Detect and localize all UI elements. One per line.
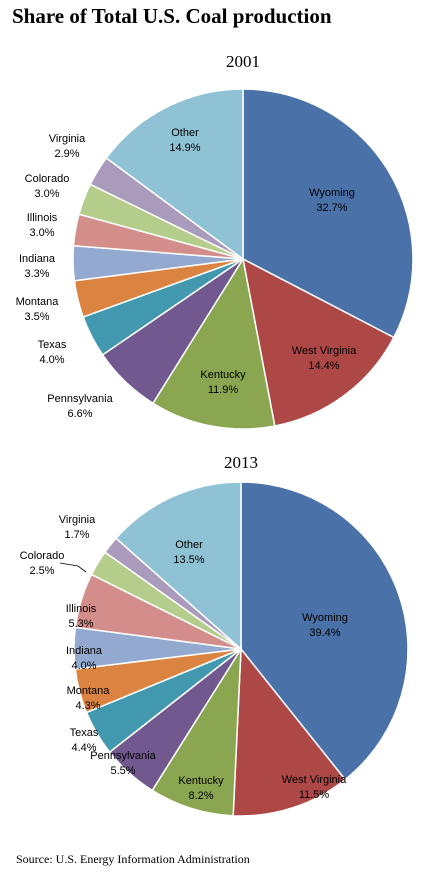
slice-name-indiana: Indiana xyxy=(66,645,103,657)
slice-label-texas: Texas 4.0% xyxy=(38,339,67,366)
slice-label-montana: Montana 4.3% xyxy=(67,685,111,712)
slice-label-pennsylvania: Pennsylvania 5.5% xyxy=(90,750,156,777)
slice-name-wyoming: Wyoming xyxy=(309,187,355,199)
slice-value-indiana: 4.0% xyxy=(71,660,96,672)
slice-name-texas: Texas xyxy=(38,339,67,351)
slice-label-other: Other 14.9% xyxy=(169,127,200,154)
slice-name-kentucky: Kentucky xyxy=(178,775,224,787)
slice-value-pennsylvania: 5.5% xyxy=(110,765,135,777)
slice-label-kentucky: Kentucky 11.9% xyxy=(200,369,246,396)
slice-name-texas: Texas xyxy=(70,727,99,739)
slice-name-montana: Montana xyxy=(67,685,111,697)
slice-value-wyoming: 32.7% xyxy=(316,202,347,214)
pie-slice-west-virginia xyxy=(232,646,347,817)
pie-slice-kentucky xyxy=(151,256,276,430)
slice-label-virginia: Virginia 2.9% xyxy=(49,133,86,160)
slice-value-west-virginia: 14.4% xyxy=(308,360,339,372)
slice-name-illinois: Illinois xyxy=(66,603,97,615)
pie-slice-other xyxy=(114,481,242,651)
slice-value-wyoming: 39.4% xyxy=(309,627,340,639)
pie-slice-other xyxy=(105,88,244,261)
pie-chart-2001: 2001 Wyoming 32.7% West Virginia 14.4% Kentu… xyxy=(16,52,414,430)
slice-value-colorado: 3.0% xyxy=(34,188,59,200)
chart-title-2001: 2001 xyxy=(226,52,260,71)
pie-labels-2013: Wyoming 39.4% West Virginia 11.5% Kentucky 8.… xyxy=(20,514,348,802)
slice-value-texas: 4.4% xyxy=(71,742,96,754)
slice-name-pennsylvania: Pennsylvania xyxy=(90,750,156,762)
slice-name-other: Other xyxy=(171,127,199,139)
slice-value-other: 13.5% xyxy=(173,554,204,566)
slice-name-illinois: Illinois xyxy=(27,212,58,224)
slice-name-colorado: Colorado xyxy=(20,550,65,562)
slice-value-west-virginia: 11.5% xyxy=(299,789,330,801)
slice-name-virginia: Virginia xyxy=(59,514,96,526)
slice-label-other: Other 13.5% xyxy=(173,539,204,566)
slice-label-illinois: Illinois 5.3% xyxy=(66,603,97,630)
slice-name-west-virginia: West Virginia xyxy=(292,345,357,357)
slice-label-indiana: Indiana 4.0% xyxy=(66,645,103,672)
slice-value-texas: 4.0% xyxy=(39,354,64,366)
slice-name-montana: Montana xyxy=(16,296,60,308)
slice-name-colorado: Colorado xyxy=(25,173,70,185)
slice-value-other: 14.9% xyxy=(169,142,200,154)
pie-slice-wyoming xyxy=(240,481,409,781)
slice-value-virginia: 1.7% xyxy=(64,529,89,541)
slice-value-pennsylvania: 6.6% xyxy=(67,408,92,420)
slice-name-kentucky: Kentucky xyxy=(200,369,246,381)
slice-label-west-virginia: West Virginia 14.4% xyxy=(292,345,357,372)
slice-label-colorado: Colorado 3.0% xyxy=(25,173,70,200)
slice-value-virginia: 2.9% xyxy=(54,148,79,160)
slice-value-kentucky: 11.9% xyxy=(208,384,239,396)
slice-name-other: Other xyxy=(175,539,203,551)
slice-name-west-virginia: West Virginia xyxy=(282,774,347,786)
slice-name-pennsylvania: Pennsylvania xyxy=(47,393,113,405)
slice-value-kentucky: 8.2% xyxy=(188,790,213,802)
slice-label-illinois: Illinois 3.0% xyxy=(27,212,58,239)
slice-name-virginia: Virginia xyxy=(49,133,86,145)
chart-title-2013: 2013 xyxy=(224,453,258,472)
slice-label-west-virginia: West Virginia 11.5% xyxy=(282,774,347,801)
slice-value-colorado: 2.5% xyxy=(29,565,54,577)
slice-value-indiana: 3.3% xyxy=(24,268,49,280)
slice-name-wyoming: Wyoming xyxy=(302,612,348,624)
slice-value-illinois: 5.3% xyxy=(68,618,93,630)
slice-value-montana: 3.5% xyxy=(24,311,49,323)
slice-label-wyoming: Wyoming 39.4% xyxy=(302,612,348,639)
pie-slices-2013 xyxy=(73,481,409,817)
source-note: Source: U.S. Energy Information Administ… xyxy=(16,852,250,866)
slice-label-colorado: Colorado 2.5% xyxy=(20,550,65,577)
pie-slice-west-virginia xyxy=(241,257,395,427)
pie-chart-2013: 2013 Wyoming 39.4% West Virginia 11.5% Kentu… xyxy=(20,453,409,817)
slice-value-montana: 4.3% xyxy=(75,700,100,712)
pie-slices-2001 xyxy=(72,88,414,430)
slice-label-pennsylvania: Pennsylvania 6.6% xyxy=(47,393,113,420)
slice-value-illinois: 3.0% xyxy=(29,227,54,239)
slice-name-indiana: Indiana xyxy=(19,253,56,265)
page-title: Share of Total U.S. Coal production xyxy=(12,4,332,28)
leader-line-colorado xyxy=(59,562,87,573)
pie-slice-wyoming xyxy=(242,88,414,339)
pie-labels-2001: Wyoming 32.7% West Virginia 14.4% Kentucky 11… xyxy=(16,127,357,420)
slice-label-montana: Montana 3.5% xyxy=(16,296,60,323)
slice-label-virginia: Virginia 1.7% xyxy=(59,514,96,541)
slice-label-wyoming: Wyoming 32.7% xyxy=(309,187,355,214)
slice-label-kentucky: Kentucky 8.2% xyxy=(178,775,224,802)
slice-label-indiana: Indiana 3.3% xyxy=(19,253,56,280)
slice-label-texas: Texas 4.4% xyxy=(70,727,99,754)
